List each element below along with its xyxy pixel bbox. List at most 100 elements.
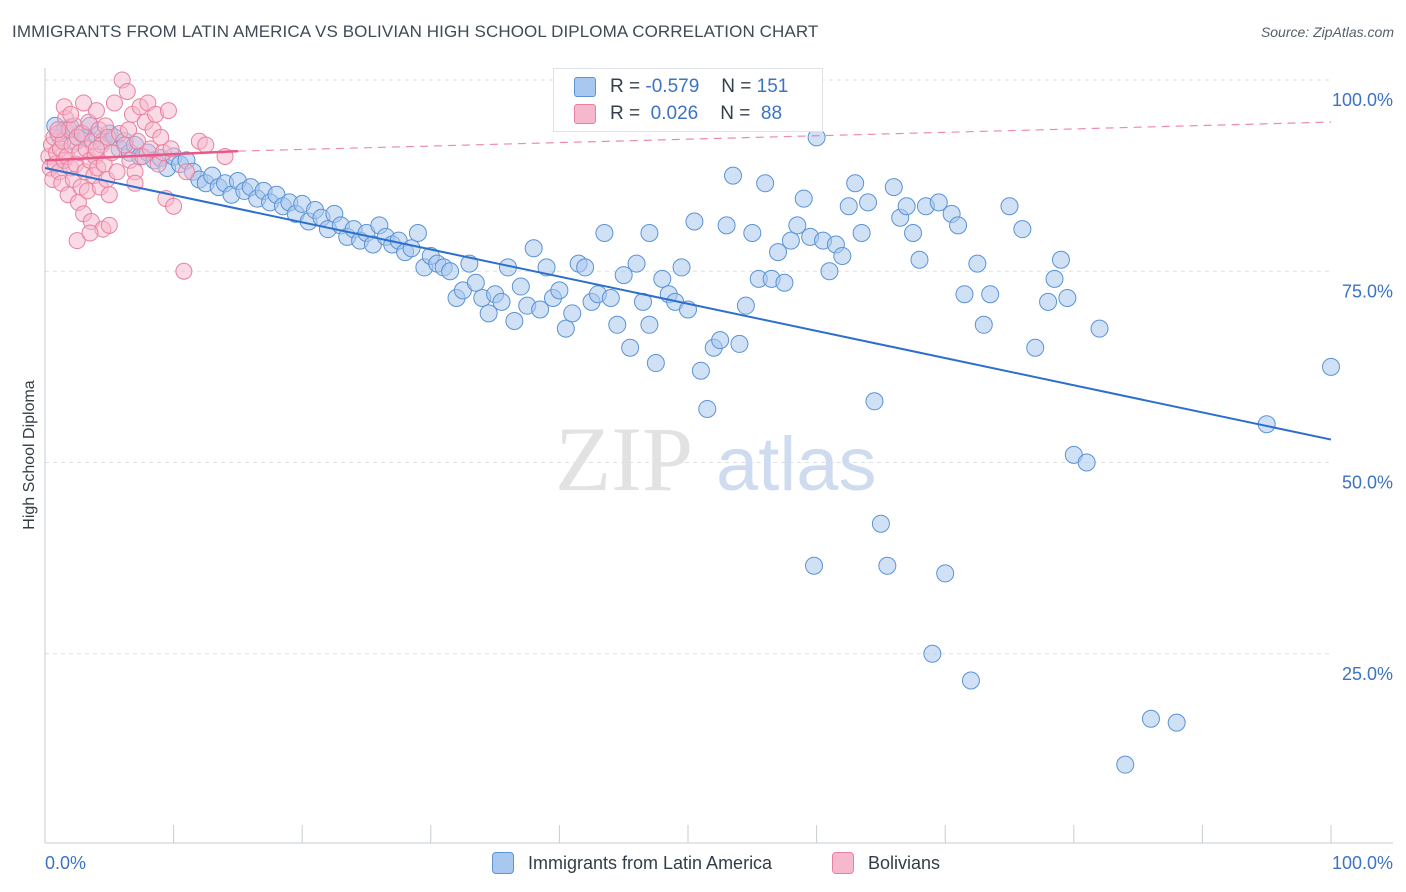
legend-item-bolivians[interactable]: Bolivians <box>832 852 940 874</box>
point-latin-america-103 <box>691 361 710 380</box>
point-bolivians-71 <box>162 140 180 158</box>
legend-swatch-pink <box>574 104 596 124</box>
point-latin-america-132 <box>878 556 897 575</box>
point-latin-america-68 <box>466 273 485 292</box>
point-latin-america-126 <box>839 197 858 216</box>
point-latin-america-115 <box>769 243 788 262</box>
point-latin-america-91 <box>614 266 633 285</box>
point-latin-america-129 <box>859 193 878 212</box>
point-latin-america-93 <box>627 254 646 273</box>
legend-item-latin-america[interactable]: Immigrants from Latin America <box>492 852 772 874</box>
point-latin-america-81 <box>550 281 569 300</box>
point-latin-america-145 <box>961 671 980 690</box>
point-latin-america-89 <box>601 289 620 308</box>
point-latin-america-165 <box>640 224 659 242</box>
point-latin-america-83 <box>563 304 582 323</box>
point-latin-america-72 <box>492 292 511 311</box>
legend-swatch-pink <box>832 852 854 874</box>
point-latin-america-136 <box>904 224 923 242</box>
point-latin-america-157 <box>1077 453 1096 472</box>
point-latin-america-160 <box>1141 709 1160 728</box>
point-latin-america-111 <box>743 224 762 242</box>
point-latin-america-127 <box>846 174 865 193</box>
point-latin-america-59 <box>408 224 427 242</box>
point-latin-america-148 <box>981 285 1000 304</box>
gridlines <box>45 79 1331 655</box>
point-bolivians-75 <box>197 136 215 154</box>
point-latin-america-75 <box>511 277 530 296</box>
point-bolivians-80 <box>100 216 118 234</box>
axes <box>44 68 1393 844</box>
point-bolivians-78 <box>68 232 86 250</box>
point-latin-america-149 <box>1000 197 1019 216</box>
point-latin-america-152 <box>1039 292 1058 311</box>
legend-swatch-blue <box>574 77 596 97</box>
point-bolivians-49 <box>105 94 123 112</box>
point-latin-america-97 <box>653 269 672 288</box>
point-latin-america-104 <box>698 399 717 418</box>
series-latin-america-points <box>46 116 1340 774</box>
point-latin-america-153 <box>1045 269 1064 288</box>
point-latin-america-82 <box>556 319 575 338</box>
y-tick-label-1: 75.0% <box>1342 281 1393 301</box>
tick-labels: 100.0% 75.0% 50.0% 25.0% 0.0% 100.0% <box>45 90 1393 873</box>
point-bolivians-70 <box>159 102 177 120</box>
point-bolivians-72 <box>165 197 183 215</box>
trend-line-bolivians <box>44 149 238 162</box>
trend-lines <box>44 121 1332 441</box>
point-bolivians-79 <box>81 224 99 242</box>
point-latin-america-135 <box>897 197 916 216</box>
point-latin-america-116 <box>775 273 794 292</box>
point-latin-america-128 <box>852 224 871 242</box>
point-latin-america-133 <box>884 178 903 197</box>
point-bolivians-58 <box>129 132 147 150</box>
legend-r-value: 0.026 <box>645 103 699 124</box>
point-latin-america-106 <box>711 331 730 350</box>
point-latin-america-163 <box>1322 357 1340 376</box>
x-tick-label-min: 0.0% <box>45 853 86 873</box>
trend-line-latin-america <box>44 166 1332 441</box>
y-axis-label: High School Diploma <box>21 380 38 530</box>
source-credit: Source: ZipAtlas.com <box>1260 24 1394 40</box>
point-latin-america-70 <box>479 304 498 323</box>
point-latin-america-143 <box>949 216 968 235</box>
point-latin-america-150 <box>1013 220 1032 239</box>
series-bolivians-points <box>40 71 234 280</box>
point-latin-america-90 <box>608 315 627 334</box>
point-latin-america-58 <box>402 239 421 258</box>
legend-r-label: R = <box>610 76 641 97</box>
point-bolivians-87 <box>120 121 138 139</box>
y-tick-labels: 100.0% 75.0% 50.0% 25.0% <box>1332 90 1393 684</box>
point-latin-america-147 <box>974 315 993 334</box>
point-latin-america-161 <box>1167 713 1186 732</box>
point-latin-america-140 <box>929 193 948 212</box>
point-latin-america-164 <box>805 556 824 575</box>
point-latin-america-139 <box>923 644 942 663</box>
watermark-zip: ZIP <box>555 408 693 510</box>
point-bolivians-47 <box>100 186 118 204</box>
point-bolivians-84 <box>75 94 93 112</box>
point-latin-america-119 <box>794 189 813 208</box>
point-latin-america-74 <box>505 311 524 330</box>
legend-swatch-blue <box>492 852 514 874</box>
point-latin-america-79 <box>537 258 556 277</box>
point-latin-america-102 <box>685 212 704 231</box>
legend-r-value: -0.579 <box>645 76 700 97</box>
point-latin-america-78 <box>531 300 550 319</box>
point-latin-america-108 <box>724 166 743 185</box>
legend-n-label: N = <box>721 76 752 97</box>
point-latin-america-158 <box>1090 319 1109 338</box>
point-latin-america-146 <box>968 254 987 273</box>
point-latin-america-159 <box>1116 755 1135 774</box>
watermark: ZIP atlas <box>555 408 877 510</box>
point-latin-america-151 <box>1026 338 1045 357</box>
point-latin-america-155 <box>1058 289 1077 308</box>
point-bolivians-37 <box>87 102 105 120</box>
point-latin-america-64 <box>441 262 460 281</box>
point-latin-america-88 <box>595 224 614 242</box>
watermark-atlas: atlas <box>716 422 877 507</box>
point-latin-america-113 <box>756 174 775 193</box>
legend-n-label: N = <box>720 103 751 124</box>
x-tick-label-max: 100.0% <box>1332 853 1393 873</box>
